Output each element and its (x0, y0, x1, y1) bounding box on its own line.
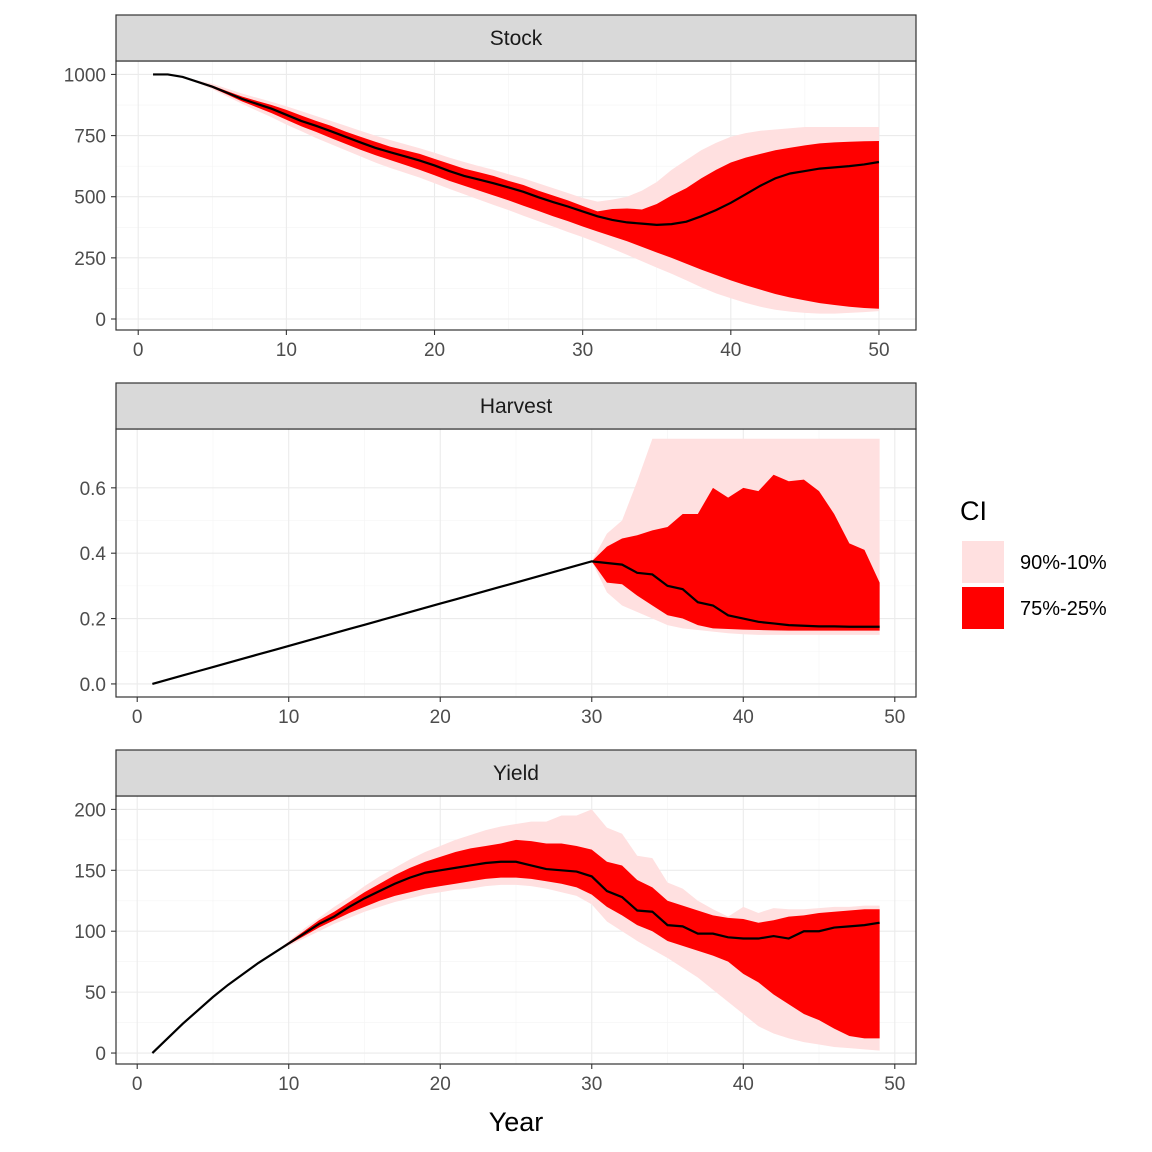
y-tick-label: 500 (74, 188, 106, 209)
y-tick-label: 100 (74, 922, 106, 943)
x-axis-title: Year (489, 1107, 544, 1137)
x-tick-label: 30 (581, 1074, 602, 1095)
x-tick-label: 0 (132, 707, 143, 728)
legend-key-90-10 (962, 541, 1004, 583)
legend-key-75-25 (962, 587, 1004, 629)
strip-stock (115, 14, 917, 62)
x-tick-label: 0 (132, 1074, 143, 1095)
strip-label-yield: Yield (493, 762, 539, 785)
y-tick-label: 750 (74, 127, 106, 148)
x-tick-label: 30 (572, 340, 593, 361)
x-tick-label: 0 (133, 340, 144, 361)
y-tick-label: 0.0 (80, 675, 106, 696)
y-tick-label: 1000 (64, 65, 106, 86)
legend-label-75-25: 75%-25% (1020, 598, 1107, 620)
panel-harvest: Harvest 0.0 0.2 0.4 0.6 0 10 20 30 40 50 (80, 382, 917, 728)
median-line (153, 73, 880, 226)
y-tick-label: 0.6 (80, 479, 106, 500)
x-tick-label: 10 (276, 340, 297, 361)
x-tick-label: 20 (430, 1074, 451, 1095)
band-75-25 (152, 474, 880, 684)
x-tick-label: 50 (884, 707, 905, 728)
y-tick-label: 200 (74, 800, 106, 821)
x-tick-label: 10 (278, 707, 299, 728)
x-tick-label: 40 (720, 340, 741, 361)
legend-title: CI (960, 496, 987, 526)
x-tick-label: 50 (884, 1074, 905, 1095)
y-tick-label: 0 (95, 1044, 106, 1065)
y-tick-label: 0.2 (80, 610, 106, 631)
band-75-25 (152, 839, 880, 1054)
strip-label-stock: Stock (490, 27, 543, 50)
x-tick-label: 20 (430, 707, 451, 728)
x-tick-label: 40 (733, 707, 754, 728)
y-tick-label: 0.4 (80, 544, 107, 565)
strip-yield (115, 749, 917, 797)
median-line (151, 860, 880, 1054)
legend: CI 90%-10% 75%-25% (960, 496, 1107, 629)
panel-yield: Yield 0 50 100 150 200 0 10 20 30 40 50 (74, 749, 917, 1095)
panel-stock: Stock 0 250 500 750 1000 0 10 20 30 40 50 (64, 14, 917, 361)
x-tick-label: 50 (868, 340, 889, 361)
median-line (152, 560, 880, 685)
x-tick-label: 20 (424, 340, 445, 361)
y-tick-label: 50 (85, 983, 106, 1004)
y-tick-label: 0 (95, 310, 106, 331)
x-tick-label: 40 (733, 1074, 754, 1095)
y-tick-label: 150 (74, 861, 106, 882)
x-tick-label: 10 (278, 1074, 299, 1095)
y-tick-label: 250 (74, 249, 106, 270)
x-tick-label: 30 (581, 707, 602, 728)
strip-harvest (115, 382, 917, 430)
legend-label-90-10: 90%-10% (1020, 552, 1107, 574)
strip-label-harvest: Harvest (480, 395, 553, 418)
